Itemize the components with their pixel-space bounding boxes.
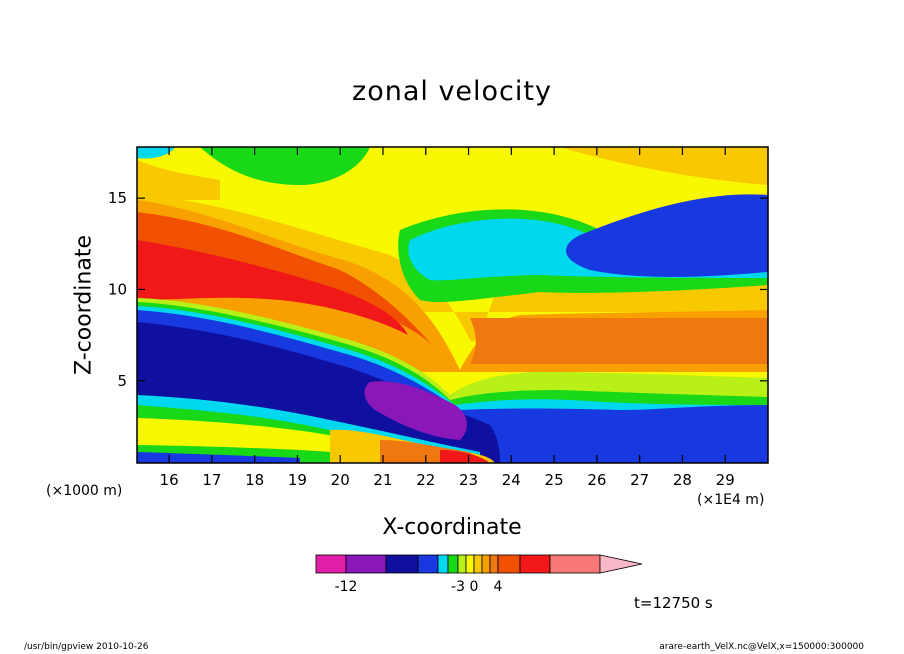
x-unit-left: (×1000 m) (46, 483, 123, 499)
y-tick-label: 10 (108, 280, 127, 298)
colorbar-segment (345, 554, 387, 574)
colorbar-segment (519, 554, 551, 574)
x-tick-label: 26 (587, 471, 606, 489)
y-tick-label: 5 (117, 372, 127, 390)
colorbar-segment (465, 554, 475, 574)
y-tick-label: 15 (108, 189, 127, 207)
y-ticks: 5 10 15 (108, 189, 768, 390)
x-axis-label: X-coordinate (382, 515, 522, 540)
x-unit-right: (×1E4 m) (697, 492, 765, 508)
colorbar-segment (315, 554, 347, 574)
footer-left: /usr/bin/gpview 2010-10-26 (24, 642, 149, 652)
colorbar: -12 -3 0 4 (315, 554, 643, 595)
colorbar-segment (447, 554, 459, 574)
colorbar-tick-label: -3 (451, 579, 465, 595)
chart-title: zonal velocity (352, 76, 552, 107)
colorbar-segment (457, 554, 467, 574)
time-label: t=12750 s (634, 594, 713, 612)
colorbar-segment (549, 554, 601, 574)
colorbar-tick-label: 0 (470, 579, 479, 595)
x-tick-label: 17 (202, 471, 221, 489)
colorbar-segment (437, 554, 449, 574)
x-tick-label: 28 (673, 471, 692, 489)
x-tick-label: 16 (160, 471, 179, 489)
x-tick-label: 20 (331, 471, 350, 489)
x-tick-label: 19 (288, 471, 307, 489)
colorbar-segment (497, 554, 521, 574)
x-tick-label: 23 (459, 471, 478, 489)
colorbar-tick-label: 4 (494, 579, 503, 595)
x-tick-label: 24 (502, 471, 521, 489)
colorbar-tick-label: -12 (335, 579, 358, 595)
x-tick-label: 18 (245, 471, 264, 489)
plot-frame (136, 146, 769, 464)
colorbar-segment (473, 554, 483, 574)
x-tick-label: 25 (545, 471, 564, 489)
colorbar-segment (385, 554, 419, 574)
velocity-field (137, 147, 768, 463)
colorbar-segment (417, 554, 439, 574)
x-tick-label: 27 (630, 471, 649, 489)
x-tick-label: 21 (373, 471, 392, 489)
x-ticks: 16 17 18 19 20 21 22 23 24 25 26 27 28 29 (160, 147, 735, 489)
footer-right: arare-earth_VelX.nc@VelX,x=150000:300000 (659, 642, 864, 652)
colorbar-extend-arrow (599, 554, 643, 574)
colorbar-segment (489, 554, 499, 574)
colorbar-segment (481, 554, 491, 574)
x-tick-label: 22 (416, 471, 435, 489)
x-tick-label: 29 (716, 471, 735, 489)
